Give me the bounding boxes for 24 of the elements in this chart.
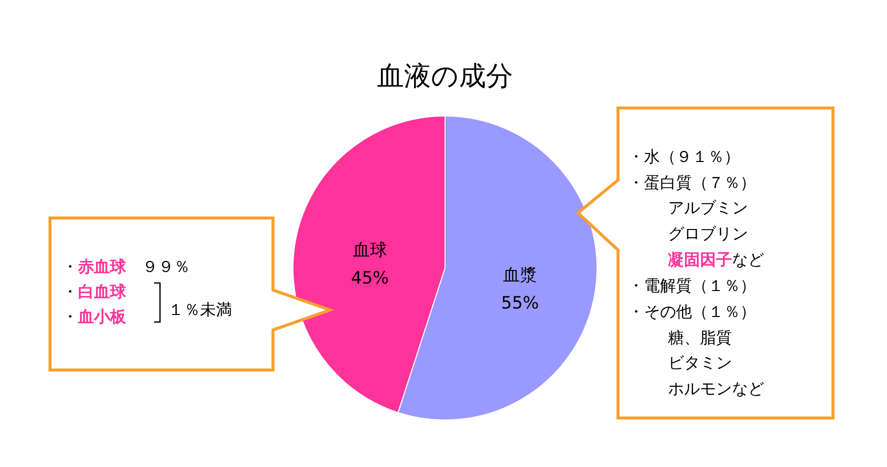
text: ・水（９１％） [628,147,740,166]
text: ・電解質（１％） [628,276,756,295]
text: ホルモンなど [668,379,764,398]
text: ・その他（１％） [628,302,756,321]
text: グロブリン [668,224,748,243]
text: １％未満 [168,300,232,319]
slice-label: 血漿 [503,265,538,286]
text: 白血球 [78,282,127,301]
text: 凝固因子 [668,250,732,269]
text: 赤血球 [77,257,127,276]
data-label: 55% [501,293,539,314]
text: 糖、脂質 [668,328,732,347]
text: ・蛋白質（７％） [628,173,756,192]
text: 血小板 [77,307,127,326]
text: ・ [62,282,78,301]
slice-label: 血球 [352,240,387,261]
text: ビタミン [668,353,732,372]
chart-title: 血液の成分 [377,61,513,91]
text: アルブミン [668,198,748,217]
text: ・ [62,307,78,326]
text: など [732,250,764,269]
text: ・ [62,257,78,276]
data-label: 45% [351,268,389,289]
text: ９９％ [126,257,190,276]
